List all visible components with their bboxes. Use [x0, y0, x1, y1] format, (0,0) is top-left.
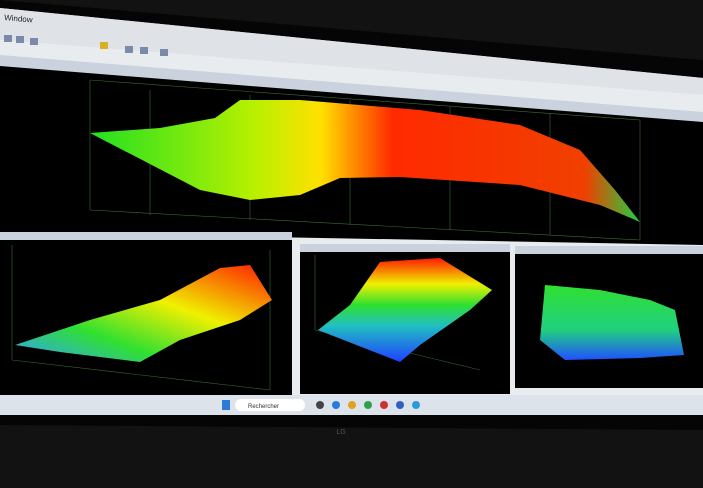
search-box[interactable] [235, 399, 305, 411]
toolbar-icons [4, 35, 168, 56]
menu-item[interactable]: Window [4, 13, 33, 24]
window-titlebar [0, 55, 703, 122]
toolbar [0, 8, 703, 95]
lower-window-3 [515, 246, 703, 388]
taskbar-icons [316, 401, 420, 409]
lower-window-1 [0, 232, 292, 402]
surface-main [90, 100, 640, 222]
lower-window-2 [300, 244, 510, 394]
search-label: Rechercher [248, 404, 279, 410]
brand-logo: LG [336, 429, 345, 436]
start-button[interactable] [222, 400, 230, 410]
